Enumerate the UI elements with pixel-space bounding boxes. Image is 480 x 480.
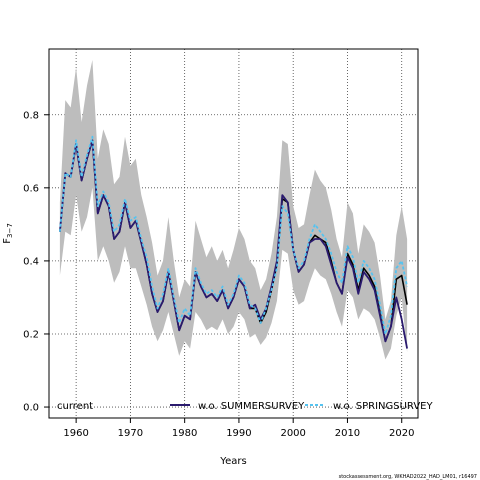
x-tick-label: 2010 bbox=[335, 428, 360, 439]
y-tick-label: 0.6 bbox=[23, 183, 39, 194]
legend-label-2: w.o. SPRINGSURVEY bbox=[333, 401, 433, 412]
x-tick-label: 2020 bbox=[389, 428, 414, 439]
series-line-1 bbox=[59, 139, 408, 349]
x-tick-label: 1970 bbox=[118, 428, 143, 439]
y-axis: 0.0 0.2 0.4 0.6 0.8 bbox=[23, 110, 49, 414]
y-axis-title: F3−7 bbox=[2, 223, 14, 244]
y-tick-label: 0.0 bbox=[23, 403, 39, 414]
x-tick-label: 1980 bbox=[172, 428, 197, 439]
x-axis: 1960 1970 1980 1990 2000 2010 2020 bbox=[63, 418, 414, 439]
y-axis-title-main: F bbox=[2, 238, 13, 244]
y-axis-title-subscript: 3−7 bbox=[6, 223, 14, 238]
credit-text: stockassessment.org, WKHAD2022_HAD_LM01,… bbox=[339, 474, 477, 480]
plot-frame bbox=[48, 48, 419, 419]
x-tick-label: 1960 bbox=[63, 428, 88, 439]
y-tick-label: 0.8 bbox=[23, 110, 39, 121]
legend: current w.o. SUMMERSURVEY w.o. SPRINGSURVE… bbox=[57, 401, 433, 412]
legend-label-1: w.o. SUMMERSURVEY bbox=[198, 401, 305, 412]
x-tick-label: 2000 bbox=[280, 428, 305, 439]
confidence-band bbox=[59, 60, 408, 360]
series-lines bbox=[59, 135, 408, 349]
y-tick-label: 0.2 bbox=[23, 329, 39, 340]
x-axis-title: Years bbox=[219, 456, 246, 467]
x-tick-label: 1990 bbox=[226, 428, 251, 439]
y-tick-label: 0.4 bbox=[23, 256, 39, 267]
legend-label-0: current bbox=[57, 401, 93, 412]
